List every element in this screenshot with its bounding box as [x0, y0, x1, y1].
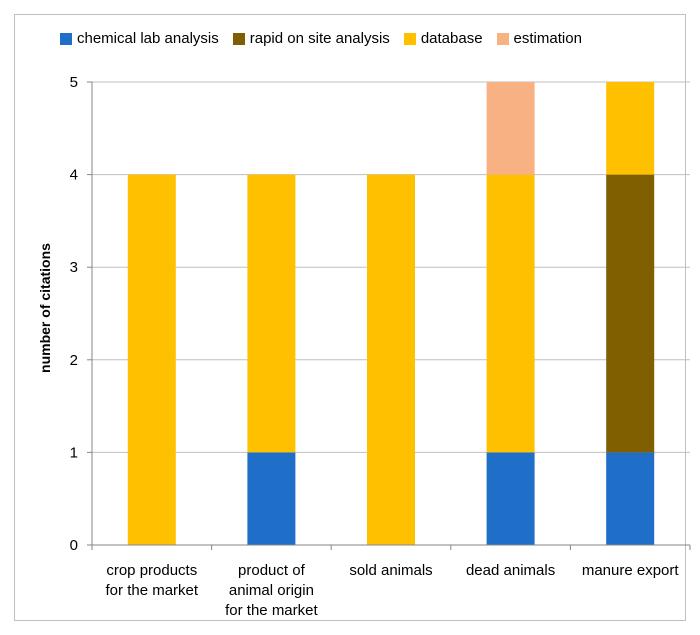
y-tick-label-2: 2: [70, 352, 78, 369]
bar-1-series-0: [247, 452, 296, 545]
legend-item-chemical-lab-analysis: chemical lab analysis: [60, 30, 219, 47]
legend-label-estimation: estimation: [513, 30, 582, 47]
y-tick-label-1: 1: [70, 444, 78, 461]
chart-legend: chemical lab analysis rapid on site anal…: [60, 30, 582, 47]
y-tick-label-0: 0: [70, 537, 78, 554]
y-tick-label-4: 4: [70, 167, 78, 184]
bar-4-series-1: [606, 174, 655, 453]
y-tick-label-5: 5: [70, 74, 78, 91]
x-tick-label-2: sold animals: [349, 562, 432, 579]
bar-4-series-2: [606, 82, 655, 175]
bar-3-series-2: [486, 174, 535, 453]
legend-item-estimation: estimation: [496, 30, 582, 47]
y-tick-label-3: 3: [70, 259, 78, 276]
legend-swatch-database: [403, 32, 416, 45]
bar-3-series-0: [486, 452, 535, 545]
bar-2-series-2: [367, 174, 415, 545]
legend-label-database: database: [420, 30, 483, 47]
x-tick-label-0: crop products for the market: [106, 562, 199, 599]
bar-0-series-2: [127, 174, 176, 545]
legend-swatch-chemical-lab-analysis: [60, 32, 72, 45]
legend-label-chemical-lab-analysis: chemical lab analysis: [77, 30, 219, 47]
bar-1-series-2: [247, 174, 296, 453]
legend-label-rapid-on-site-analysis: rapid on site analysis: [249, 30, 390, 47]
x-tick-label-4: manure export: [582, 562, 680, 579]
bar-4-series-0: [606, 452, 655, 545]
bar-3-series-3: [486, 82, 535, 175]
legend-item-rapid-on-site-analysis: rapid on site analysis: [232, 30, 390, 47]
x-tick-label-1: product of animal origin for the market: [225, 562, 318, 619]
chart-frame: [14, 14, 686, 621]
legend-item-database: database: [403, 30, 483, 47]
x-tick-label-3: dead animals: [466, 562, 555, 579]
legend-swatch-rapid-on-site-analysis: [232, 32, 245, 45]
legend-swatch-estimation: [496, 32, 509, 45]
